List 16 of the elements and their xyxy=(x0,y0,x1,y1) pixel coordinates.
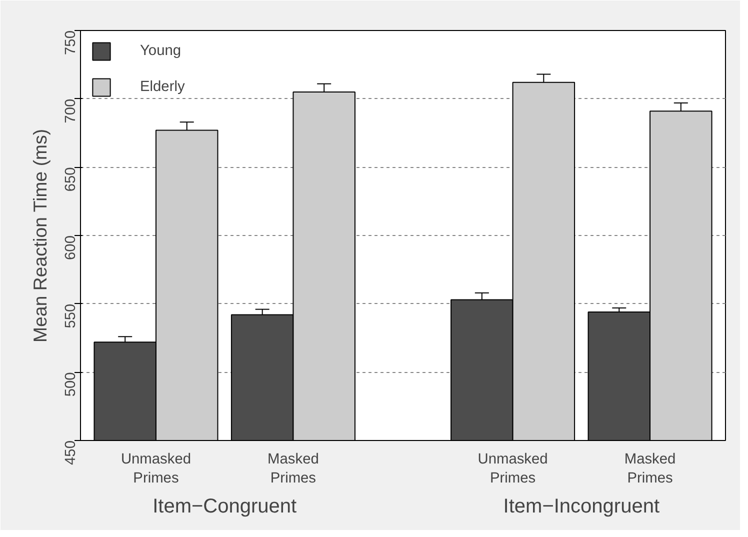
text: Item−Congruent xyxy=(152,496,298,518)
y-tick-label: 750 xyxy=(63,30,79,55)
y-tick-label: 450 xyxy=(63,440,79,465)
y-tick-label: 700 xyxy=(63,98,79,124)
x-tick-label: Unmasked Primes xyxy=(120,452,192,487)
x-tick-label: Masked Primes xyxy=(624,452,676,487)
y-axis-title: Mean Reaction Time (ms) xyxy=(30,128,50,342)
legend-label: Elderly xyxy=(140,79,185,95)
y-tick-label: 550 xyxy=(63,304,79,328)
y-tick-label: 500 xyxy=(63,372,79,397)
x-tick-label: Unmasked Primes xyxy=(478,452,548,487)
text: Item−Incongruent xyxy=(503,496,660,518)
y-tick-label: 650 xyxy=(63,167,79,192)
legend-label: Young xyxy=(140,43,182,59)
x-tick-label: Masked Primes xyxy=(268,452,319,487)
y-tick-label: 600 xyxy=(63,235,79,260)
